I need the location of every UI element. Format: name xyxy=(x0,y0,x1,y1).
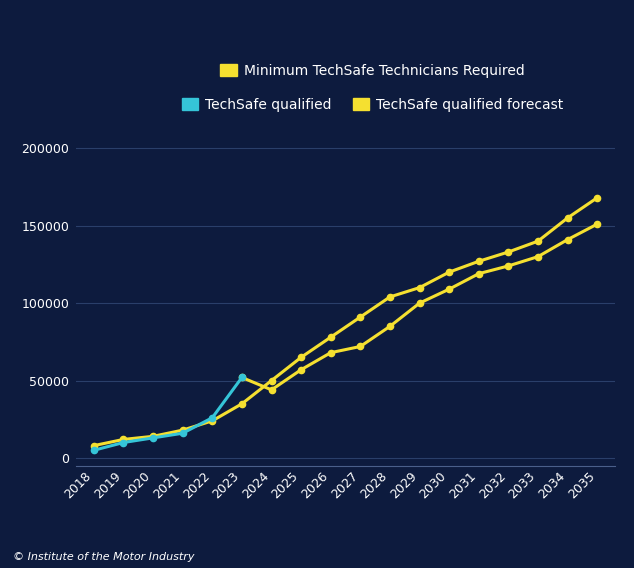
Legend: TechSafe qualified, TechSafe qualified forecast: TechSafe qualified, TechSafe qualified f… xyxy=(181,98,564,112)
Text: © Institute of the Motor Industry: © Institute of the Motor Industry xyxy=(13,552,194,562)
